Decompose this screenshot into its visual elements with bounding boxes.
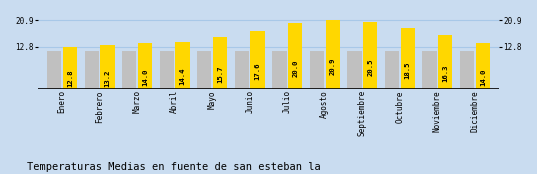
Bar: [159, 51, 174, 89]
Bar: [213, 37, 227, 89]
Text: 17.6: 17.6: [255, 63, 260, 80]
Bar: [138, 43, 152, 89]
Bar: [197, 51, 212, 89]
Text: Temperaturas Medias en fuente de san esteban la: Temperaturas Medias en fuente de san est…: [27, 162, 321, 172]
Text: 14.0: 14.0: [480, 68, 486, 86]
Bar: [288, 23, 302, 89]
Text: 20.0: 20.0: [292, 59, 298, 77]
Text: 18.5: 18.5: [405, 61, 411, 79]
Bar: [385, 51, 399, 89]
Bar: [176, 42, 190, 89]
Bar: [363, 22, 378, 89]
Bar: [476, 43, 490, 89]
Bar: [460, 51, 474, 89]
Bar: [310, 51, 324, 89]
Bar: [423, 51, 437, 89]
Bar: [250, 31, 265, 89]
Text: 12.8: 12.8: [67, 70, 73, 87]
Bar: [100, 45, 114, 89]
Bar: [401, 28, 415, 89]
Text: 20.5: 20.5: [367, 58, 373, 76]
Text: 20.9: 20.9: [330, 58, 336, 75]
Bar: [63, 47, 77, 89]
Text: 13.2: 13.2: [105, 69, 111, 87]
Bar: [438, 35, 452, 89]
Text: 14.0: 14.0: [142, 68, 148, 86]
Bar: [235, 51, 249, 89]
Text: 14.4: 14.4: [179, 68, 186, 85]
Bar: [325, 20, 340, 89]
Bar: [347, 51, 361, 89]
Bar: [47, 51, 61, 89]
Text: 16.3: 16.3: [442, 65, 448, 82]
Bar: [272, 51, 287, 89]
Text: 15.7: 15.7: [217, 66, 223, 83]
Bar: [85, 51, 99, 89]
Bar: [122, 51, 136, 89]
